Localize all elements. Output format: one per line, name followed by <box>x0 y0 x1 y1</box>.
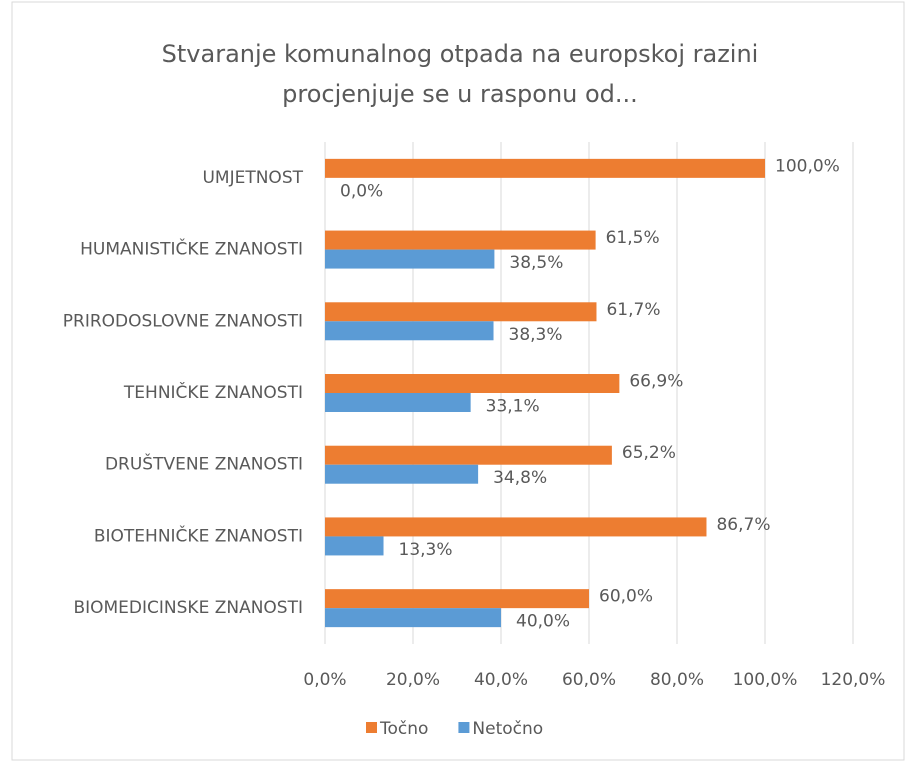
bar <box>325 464 479 484</box>
data-label: 100,0% <box>775 156 840 176</box>
data-label: 61,7% <box>606 300 660 320</box>
x-tick-label: 120,0% <box>821 670 886 690</box>
bar <box>325 158 765 178</box>
y-tick-label: BIOMEDICINSKE ZNANOSTI <box>73 598 303 618</box>
bar <box>325 517 707 537</box>
bar <box>325 608 501 628</box>
bar <box>325 302 597 322</box>
x-tick-label: 20,0% <box>386 670 440 690</box>
bar <box>325 393 471 412</box>
y-tick-label: UMJETNOST <box>202 168 303 188</box>
x-tick-label: 60,0% <box>562 670 616 690</box>
data-label: 38,5% <box>509 253 563 273</box>
data-label: 86,7% <box>716 515 770 535</box>
bar <box>325 445 612 465</box>
data-label: 40,0% <box>516 612 570 632</box>
data-label: 13,3% <box>399 540 453 560</box>
bar <box>325 321 494 341</box>
data-label: 61,5% <box>606 228 660 248</box>
data-label: 34,8% <box>493 468 547 488</box>
chart-title: procjenjuje se u rasponu od... <box>282 80 638 108</box>
bar <box>325 249 495 269</box>
y-tick-label: HUMANISTIČKE ZNANOSTI <box>80 238 303 260</box>
legend-swatch <box>366 722 377 733</box>
data-label: 33,1% <box>486 397 540 417</box>
bar <box>325 536 384 556</box>
x-tick-label: 40,0% <box>474 670 528 690</box>
legend-label: Netočno <box>472 719 543 739</box>
y-tick-label: TEHNIČKE ZNANOSTI <box>123 381 303 403</box>
chart-title: Stvaranje komunalnog otpada na europskoj… <box>162 40 759 68</box>
x-tick-label: 100,0% <box>733 670 798 690</box>
x-tick-label: 80,0% <box>650 670 704 690</box>
y-tick-label: PRIRODOSLOVNE ZNANOSTI <box>63 311 303 331</box>
bar <box>325 230 596 250</box>
data-label: 38,3% <box>509 325 563 345</box>
data-label: 60,0% <box>599 587 653 607</box>
legend-label: Točno <box>379 719 428 739</box>
y-tick-label: DRUŠTVENE ZNANOSTI <box>105 453 303 475</box>
data-label: 66,9% <box>629 372 683 392</box>
bar <box>325 589 589 609</box>
x-tick-label: 0,0% <box>303 670 346 690</box>
data-label: 65,2% <box>622 443 676 463</box>
legend-swatch <box>458 722 470 733</box>
bar <box>325 374 620 393</box>
data-label: 0,0% <box>340 181 383 201</box>
y-tick-label: BIOTEHNIČKE ZNANOSTI <box>94 524 303 546</box>
